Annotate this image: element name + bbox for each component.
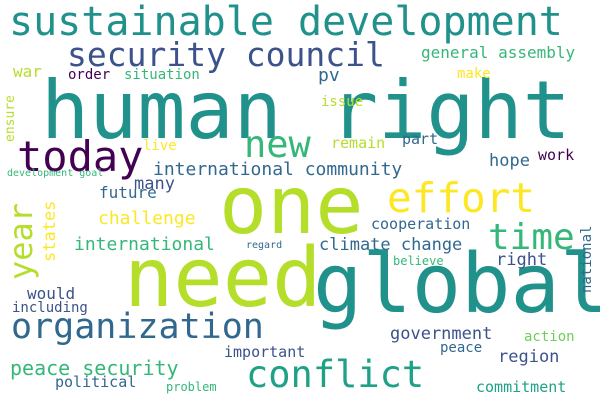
word-live: live — [143, 138, 177, 154]
word-political: political — [55, 373, 137, 391]
word-human-right: human right — [41, 64, 571, 157]
word-general-assembly: general assembly — [421, 43, 576, 62]
word-part: part — [402, 130, 439, 148]
word-challenge: challenge — [98, 208, 196, 229]
word-make: make — [457, 66, 491, 82]
word-many: many — [134, 174, 175, 194]
word-future: future — [99, 183, 157, 202]
word-important: important — [224, 343, 306, 361]
word-today: today — [17, 132, 144, 181]
word-one: one — [219, 159, 364, 252]
word-commitment: commitment — [476, 378, 567, 396]
word-year: year — [2, 202, 40, 280]
word-pv: pv — [318, 65, 340, 86]
word-cooperation: cooperation — [371, 215, 471, 233]
word-problem: problem — [166, 380, 217, 394]
word-states: states — [40, 200, 60, 262]
word-believe: believe — [393, 254, 444, 268]
word-peace: peace — [440, 340, 483, 356]
word-right: right — [496, 250, 548, 270]
word-regard: regard — [246, 240, 283, 251]
word-peace-security: peace security — [10, 356, 179, 380]
word-action: action — [524, 329, 575, 345]
word-effort: effort — [387, 174, 536, 222]
word-climate-change: climate change — [319, 235, 463, 255]
word-remain: remain — [331, 134, 386, 152]
word-government: government — [390, 324, 493, 344]
word-ensure: ensure — [3, 95, 18, 142]
word-security-council: security council — [67, 35, 385, 74]
word-need: need — [124, 231, 322, 326]
word-situation: situation — [124, 67, 200, 83]
word-new: new — [244, 123, 311, 166]
word-global: global — [313, 237, 600, 332]
word-organization: organization — [11, 307, 264, 347]
word-time: time — [488, 217, 575, 258]
word-region: region — [498, 347, 560, 367]
word-issue: issue — [321, 94, 364, 110]
word-work: work — [538, 146, 575, 164]
word-war: war — [13, 62, 42, 81]
word-would: would — [27, 284, 76, 303]
word-including: including — [12, 300, 88, 316]
word-sustainable-development: sustainable development — [9, 0, 563, 45]
word-conflict: conflict — [246, 353, 425, 396]
word-order: order — [68, 67, 111, 83]
word-development-goal: development goal — [7, 168, 104, 179]
word-hope: hope — [489, 151, 530, 171]
word-international-community: international community — [153, 159, 403, 180]
word-international: international — [74, 234, 215, 255]
word-national: national — [579, 225, 595, 293]
